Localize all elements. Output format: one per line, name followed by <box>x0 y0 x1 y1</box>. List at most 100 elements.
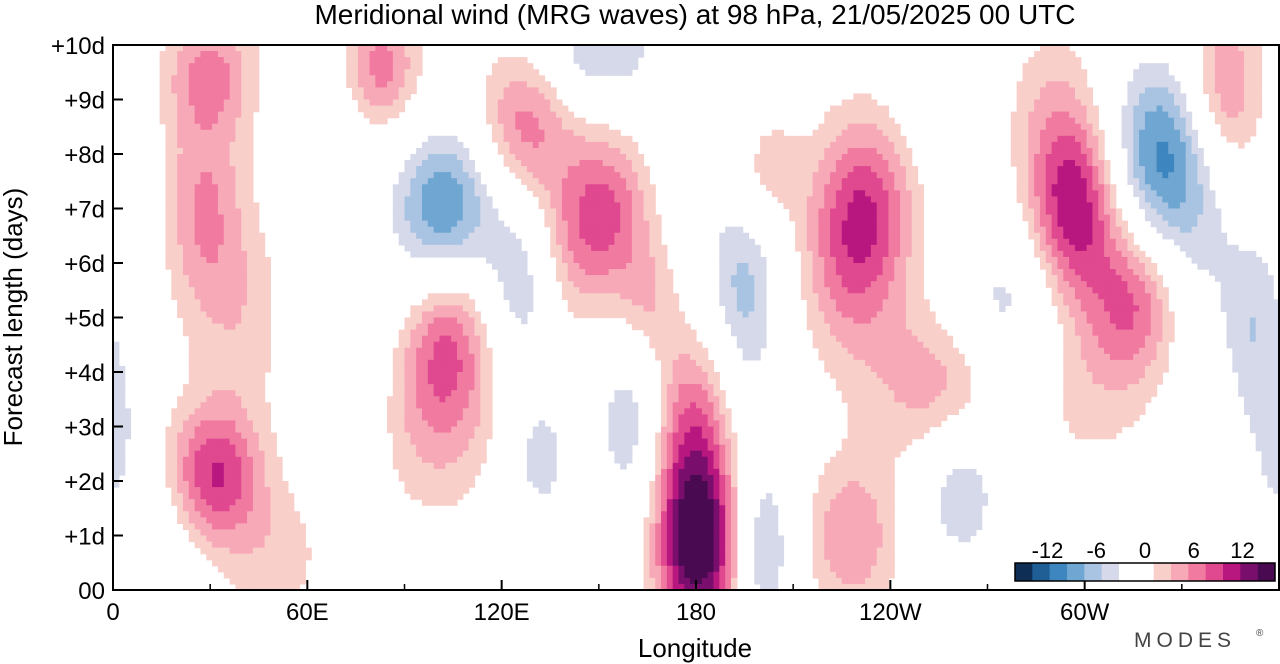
field-cell <box>835 256 843 264</box>
field-cell <box>1179 202 1187 210</box>
field-cell <box>480 244 487 252</box>
field-cell <box>1063 81 1070 88</box>
field-cell <box>818 147 825 155</box>
field-cell <box>1185 166 1193 173</box>
field-cell <box>1010 111 1018 119</box>
field-cell <box>608 135 615 143</box>
field-cell <box>637 214 645 222</box>
field-cell <box>346 51 353 58</box>
field-cell <box>1039 135 1047 143</box>
field-cell <box>556 117 563 125</box>
field-cell <box>1057 196 1064 204</box>
field-cell <box>1086 220 1094 228</box>
field-cell <box>1063 347 1070 355</box>
field-cell <box>1098 347 1105 355</box>
field-cell <box>876 335 884 343</box>
field-cell <box>853 105 860 113</box>
field-cell <box>1115 335 1123 343</box>
field-cell <box>544 93 551 101</box>
field-cell <box>812 335 820 343</box>
field-cell <box>1174 99 1181 107</box>
field-cell <box>608 299 615 306</box>
field-cell <box>602 238 610 246</box>
field-cell <box>375 117 382 125</box>
field-cell <box>1086 214 1094 222</box>
field-cell <box>1191 166 1198 173</box>
field-cell <box>835 129 843 137</box>
field-cell <box>416 190 423 197</box>
field-cell <box>165 232 172 240</box>
field-cell <box>626 63 633 70</box>
field-cell <box>847 105 855 113</box>
field-cell <box>159 75 167 82</box>
field-cell <box>748 347 755 355</box>
field-cell <box>247 111 254 119</box>
field-cell <box>859 172 866 179</box>
field-cell <box>200 244 207 252</box>
field-cell <box>865 347 872 355</box>
field-cell <box>888 335 895 343</box>
field-cell <box>1127 341 1134 349</box>
field-cell <box>1232 93 1239 101</box>
field-cell <box>882 323 889 331</box>
field-cell <box>1150 147 1158 155</box>
field-cell <box>165 154 172 161</box>
field-cell <box>416 172 423 179</box>
field-cell <box>847 135 855 143</box>
field-cell <box>1127 129 1134 137</box>
field-cell <box>1261 269 1268 276</box>
field-cell <box>258 250 266 258</box>
field-cell <box>1074 299 1082 306</box>
field-cell <box>591 208 598 216</box>
field-cell <box>911 214 919 222</box>
field-cell <box>935 335 942 343</box>
field-cell <box>1069 353 1076 361</box>
field-cell <box>573 117 580 125</box>
field-cell <box>806 232 814 240</box>
field-cell <box>223 263 231 270</box>
field-cell <box>387 87 394 95</box>
field-cell <box>602 250 610 258</box>
field-cell <box>194 75 202 82</box>
field-cell <box>812 129 820 137</box>
field-cell <box>870 172 878 179</box>
field-cell <box>1185 178 1193 185</box>
field-cell <box>538 178 546 185</box>
field-cell <box>550 226 557 234</box>
field-cell <box>1261 317 1268 325</box>
field-cell <box>1098 329 1105 337</box>
field-cell <box>1214 250 1222 258</box>
field-cell <box>661 263 668 270</box>
field-cell <box>1226 335 1233 343</box>
field-cell <box>684 353 691 361</box>
field-cell <box>900 190 907 197</box>
field-cell <box>795 178 802 185</box>
field-cell <box>252 87 260 95</box>
field-cell <box>591 214 598 222</box>
field-cell <box>1098 190 1105 197</box>
field-cell <box>806 220 814 228</box>
field-cell <box>1150 135 1158 143</box>
field-cell <box>602 190 610 197</box>
field-cell <box>905 263 913 270</box>
field-cell <box>777 166 785 173</box>
field-cell <box>200 141 207 149</box>
field-cell <box>824 263 831 270</box>
field-cell <box>1016 135 1024 143</box>
field-cell <box>917 269 924 276</box>
field-cell <box>795 232 802 240</box>
field-cell <box>748 293 755 300</box>
field-cell <box>591 281 598 288</box>
field-cell <box>882 299 889 306</box>
field-cell <box>194 341 202 349</box>
field-cell <box>626 190 633 197</box>
field-cell <box>1086 305 1094 313</box>
field-cell <box>1174 226 1181 234</box>
field-cell <box>760 323 767 331</box>
field-cell <box>1249 317 1257 325</box>
field-cell <box>521 117 528 125</box>
field-cell <box>392 190 400 197</box>
field-cell <box>182 45 190 52</box>
field-cell <box>264 269 272 276</box>
field-cell <box>165 214 172 222</box>
